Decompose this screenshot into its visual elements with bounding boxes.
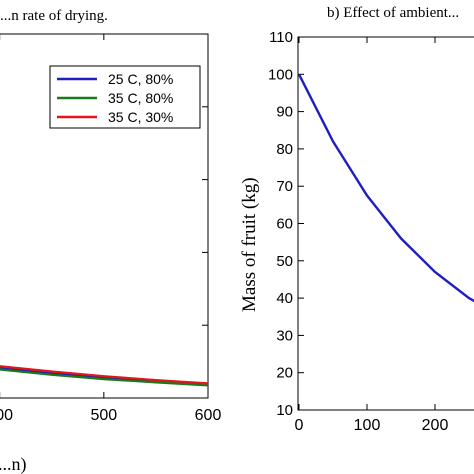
right-chart-title: b) Effect of ambient... xyxy=(327,5,459,21)
left-x-tick-label-400: 400 xyxy=(0,407,13,424)
right-y-tick-label-80: 80 xyxy=(276,141,293,158)
right-y-axis-label: Mass of fruit (kg) xyxy=(239,177,260,312)
right-x-tick-label-200: 200 xyxy=(422,417,449,434)
left-x-tick-label-500: 500 xyxy=(90,407,117,424)
right-y-tick-label-60: 60 xyxy=(276,216,293,233)
left-x-ticks: 400 500 600 xyxy=(0,34,221,424)
left-series-line-1 xyxy=(0,368,209,387)
chart-left: ...n rate of drying. 400 500 600 ...n) 25 … xyxy=(0,8,221,474)
right-series xyxy=(297,73,474,303)
chart-right: b) Effect of ambient... 10 20 30 40 50 60 70 80… xyxy=(239,5,474,434)
right-y-tick-label-10: 10 xyxy=(276,402,293,419)
left-plot-frame xyxy=(0,33,209,399)
right-series-line-0 xyxy=(297,73,474,303)
left-x-tick-label-600: 600 xyxy=(195,407,222,424)
right-plot-frame xyxy=(297,36,474,411)
legend-label-35c80: 35 C, 80% xyxy=(108,90,173,106)
right-x-tick-label-0: 0 xyxy=(295,417,304,434)
right-y-tick-label-90: 90 xyxy=(276,104,293,121)
left-series xyxy=(0,365,209,387)
right-x-ticks: 0 100 200 xyxy=(295,37,449,434)
right-y-tick-label-110: 110 xyxy=(269,29,293,46)
right-y-tick-label-30: 30 xyxy=(276,327,293,344)
left-legend: 25 C, 80% 35 C, 80% 35 C, 30% xyxy=(49,65,201,129)
left-chart-title: ...n rate of drying. xyxy=(0,8,108,24)
left-x-axis-label: ...n) xyxy=(0,454,27,474)
right-y-tick-label-70: 70 xyxy=(276,178,293,195)
right-y-tick-label-100: 100 xyxy=(268,66,293,83)
right-x-tick-label-100: 100 xyxy=(354,417,381,434)
right-y-tick-label-40: 40 xyxy=(276,290,293,307)
right-y-tick-label-50: 50 xyxy=(276,253,293,270)
left-series-line-2 xyxy=(0,365,209,385)
right-y-tick-label-20: 20 xyxy=(276,365,293,382)
legend-label-25c80: 25 C, 80% xyxy=(108,71,173,87)
legend-label-35c30: 35 C, 30% xyxy=(108,109,173,125)
right-y-ticks: 10 20 30 40 50 60 70 80 90 100 110 xyxy=(268,29,304,419)
